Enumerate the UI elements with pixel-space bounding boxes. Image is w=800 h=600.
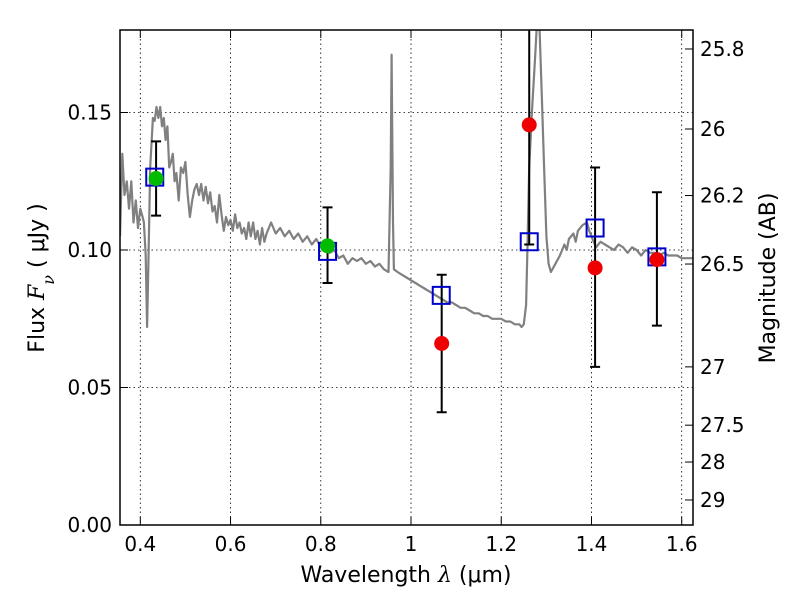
model-photometry-square	[585, 218, 605, 238]
y-tick-label: 0.05	[67, 376, 112, 400]
axis-ticks: 0.4 0.6 0.8 1 1.2 1.4 1.6 0.00 0.05 0.10 0.15 25.8 2…	[67, 30, 745, 556]
detection-point	[320, 238, 336, 254]
upper-limit-point	[434, 336, 450, 351]
y2-tick-label: 25.8	[700, 37, 745, 61]
y-axis-label: Flux Fν ( μJy )	[25, 203, 58, 352]
upper-limit-point	[587, 260, 603, 276]
x-tick-label: 1.2	[485, 532, 517, 556]
x-tick-label: 0.8	[305, 532, 337, 556]
y-tick-label: 0.10	[67, 238, 112, 262]
y2-tick-label: 26.2	[700, 184, 745, 208]
y2-tick-label: 28	[700, 450, 725, 474]
y-tick-label: 0.15	[67, 101, 112, 125]
y2-tick-label: 29	[700, 488, 725, 512]
y2-axis-label: Magnitude (AB)	[756, 193, 781, 364]
x-tick-label: 1	[405, 532, 418, 556]
x-tick-label: 1.4	[576, 532, 608, 556]
y2-tick-label: 27	[700, 355, 725, 379]
y-tick-label: 0.00	[67, 513, 112, 537]
grid-lines	[120, 30, 693, 526]
model-spectrum-line	[120, 30, 693, 329]
upper-limit-point	[521, 117, 537, 133]
x-tick-label: 0.6	[215, 532, 247, 556]
model-photometry-square	[431, 285, 451, 305]
plot-frame	[119, 29, 694, 526]
y2-tick-label: 26.5	[700, 252, 745, 276]
detection-point	[148, 171, 164, 186]
model-photometry-square	[519, 232, 539, 252]
upper-limit-point	[649, 252, 665, 268]
plot-area	[120, 30, 693, 414]
y2-tick-label: 27.5	[700, 413, 745, 437]
x-axis-label: Wavelength λ (μm)	[300, 563, 511, 588]
x-tick-label: 1.6	[666, 532, 698, 556]
y2-tick-label: 26	[700, 117, 725, 141]
x-tick-label: 0.4	[124, 532, 156, 556]
